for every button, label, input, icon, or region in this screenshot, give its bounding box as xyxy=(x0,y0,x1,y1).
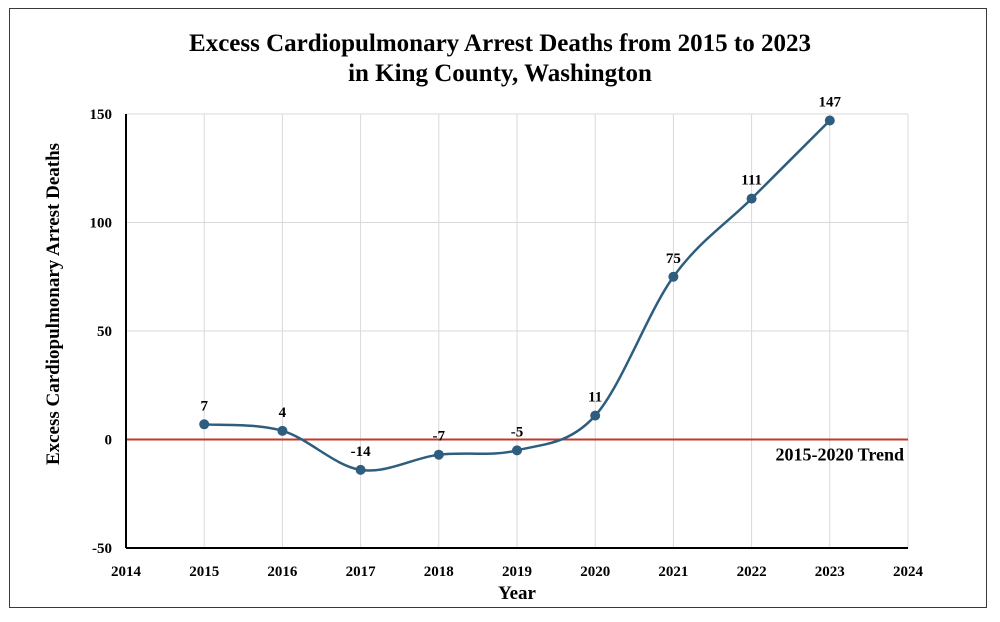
data-label: 4 xyxy=(279,405,287,421)
x-tick-label: 2014 xyxy=(111,564,142,580)
chart-frame xyxy=(9,8,987,608)
x-tick-label: 2024 xyxy=(893,564,924,580)
tick-labels: 2014 2015 2016 2017 2018 2019 2020 2021 2022 2023… xyxy=(90,107,924,580)
x-tick-label: 2023 xyxy=(815,564,845,580)
x-tick-label: 2022 xyxy=(737,564,767,580)
y-axis-title: Excess Cardiopulmonary Arrest Deaths xyxy=(43,143,64,465)
data-point xyxy=(199,419,210,430)
gridlines xyxy=(126,113,909,548)
x-tick-label: 2015 xyxy=(189,564,219,580)
reference-layer: 2015-2020 Trend xyxy=(126,438,908,465)
data-label: 147 xyxy=(819,95,842,111)
data-label: 7 xyxy=(200,398,208,414)
trend-line-label: 2015-2020 Trend xyxy=(775,445,904,465)
x-axis-title: Year xyxy=(498,583,537,604)
data-point xyxy=(590,410,601,421)
x-tick-label: 2018 xyxy=(424,564,454,580)
x-tick-label: 2019 xyxy=(502,564,532,580)
x-tick-label: 2017 xyxy=(346,564,377,580)
data-label: -7 xyxy=(433,429,446,445)
axes xyxy=(125,114,908,549)
y-tick-label: 100 xyxy=(90,216,113,232)
data-label: -14 xyxy=(351,444,371,460)
data-point xyxy=(277,425,288,436)
data-label: -5 xyxy=(511,424,524,440)
chart-title-line-1: Excess Cardiopulmonary Arrest Deaths fro… xyxy=(189,30,811,57)
data-label: 75 xyxy=(666,251,681,267)
data-point xyxy=(668,271,679,282)
data-point xyxy=(433,449,444,460)
series-line xyxy=(204,119,831,472)
x-tick-label: 2016 xyxy=(267,564,298,580)
y-tick-label: 50 xyxy=(97,324,112,340)
x-tick-label: 2020 xyxy=(580,564,610,580)
data-point xyxy=(512,445,522,456)
y-tick-label: 150 xyxy=(90,107,113,123)
chart-title-line-2: in King County, Washington xyxy=(348,60,652,87)
data-point xyxy=(746,193,757,204)
data-label: 11 xyxy=(588,390,602,406)
data-labels: 7 4 -14 -7 -5 11 75 111 147 xyxy=(200,95,841,460)
data-label: 111 xyxy=(741,173,762,189)
series-layer xyxy=(199,115,835,475)
data-point xyxy=(355,464,366,475)
data-point xyxy=(824,115,835,126)
y-tick-label: -50 xyxy=(92,541,112,557)
y-tick-label: 0 xyxy=(105,433,113,449)
x-tick-label: 2021 xyxy=(658,564,688,580)
